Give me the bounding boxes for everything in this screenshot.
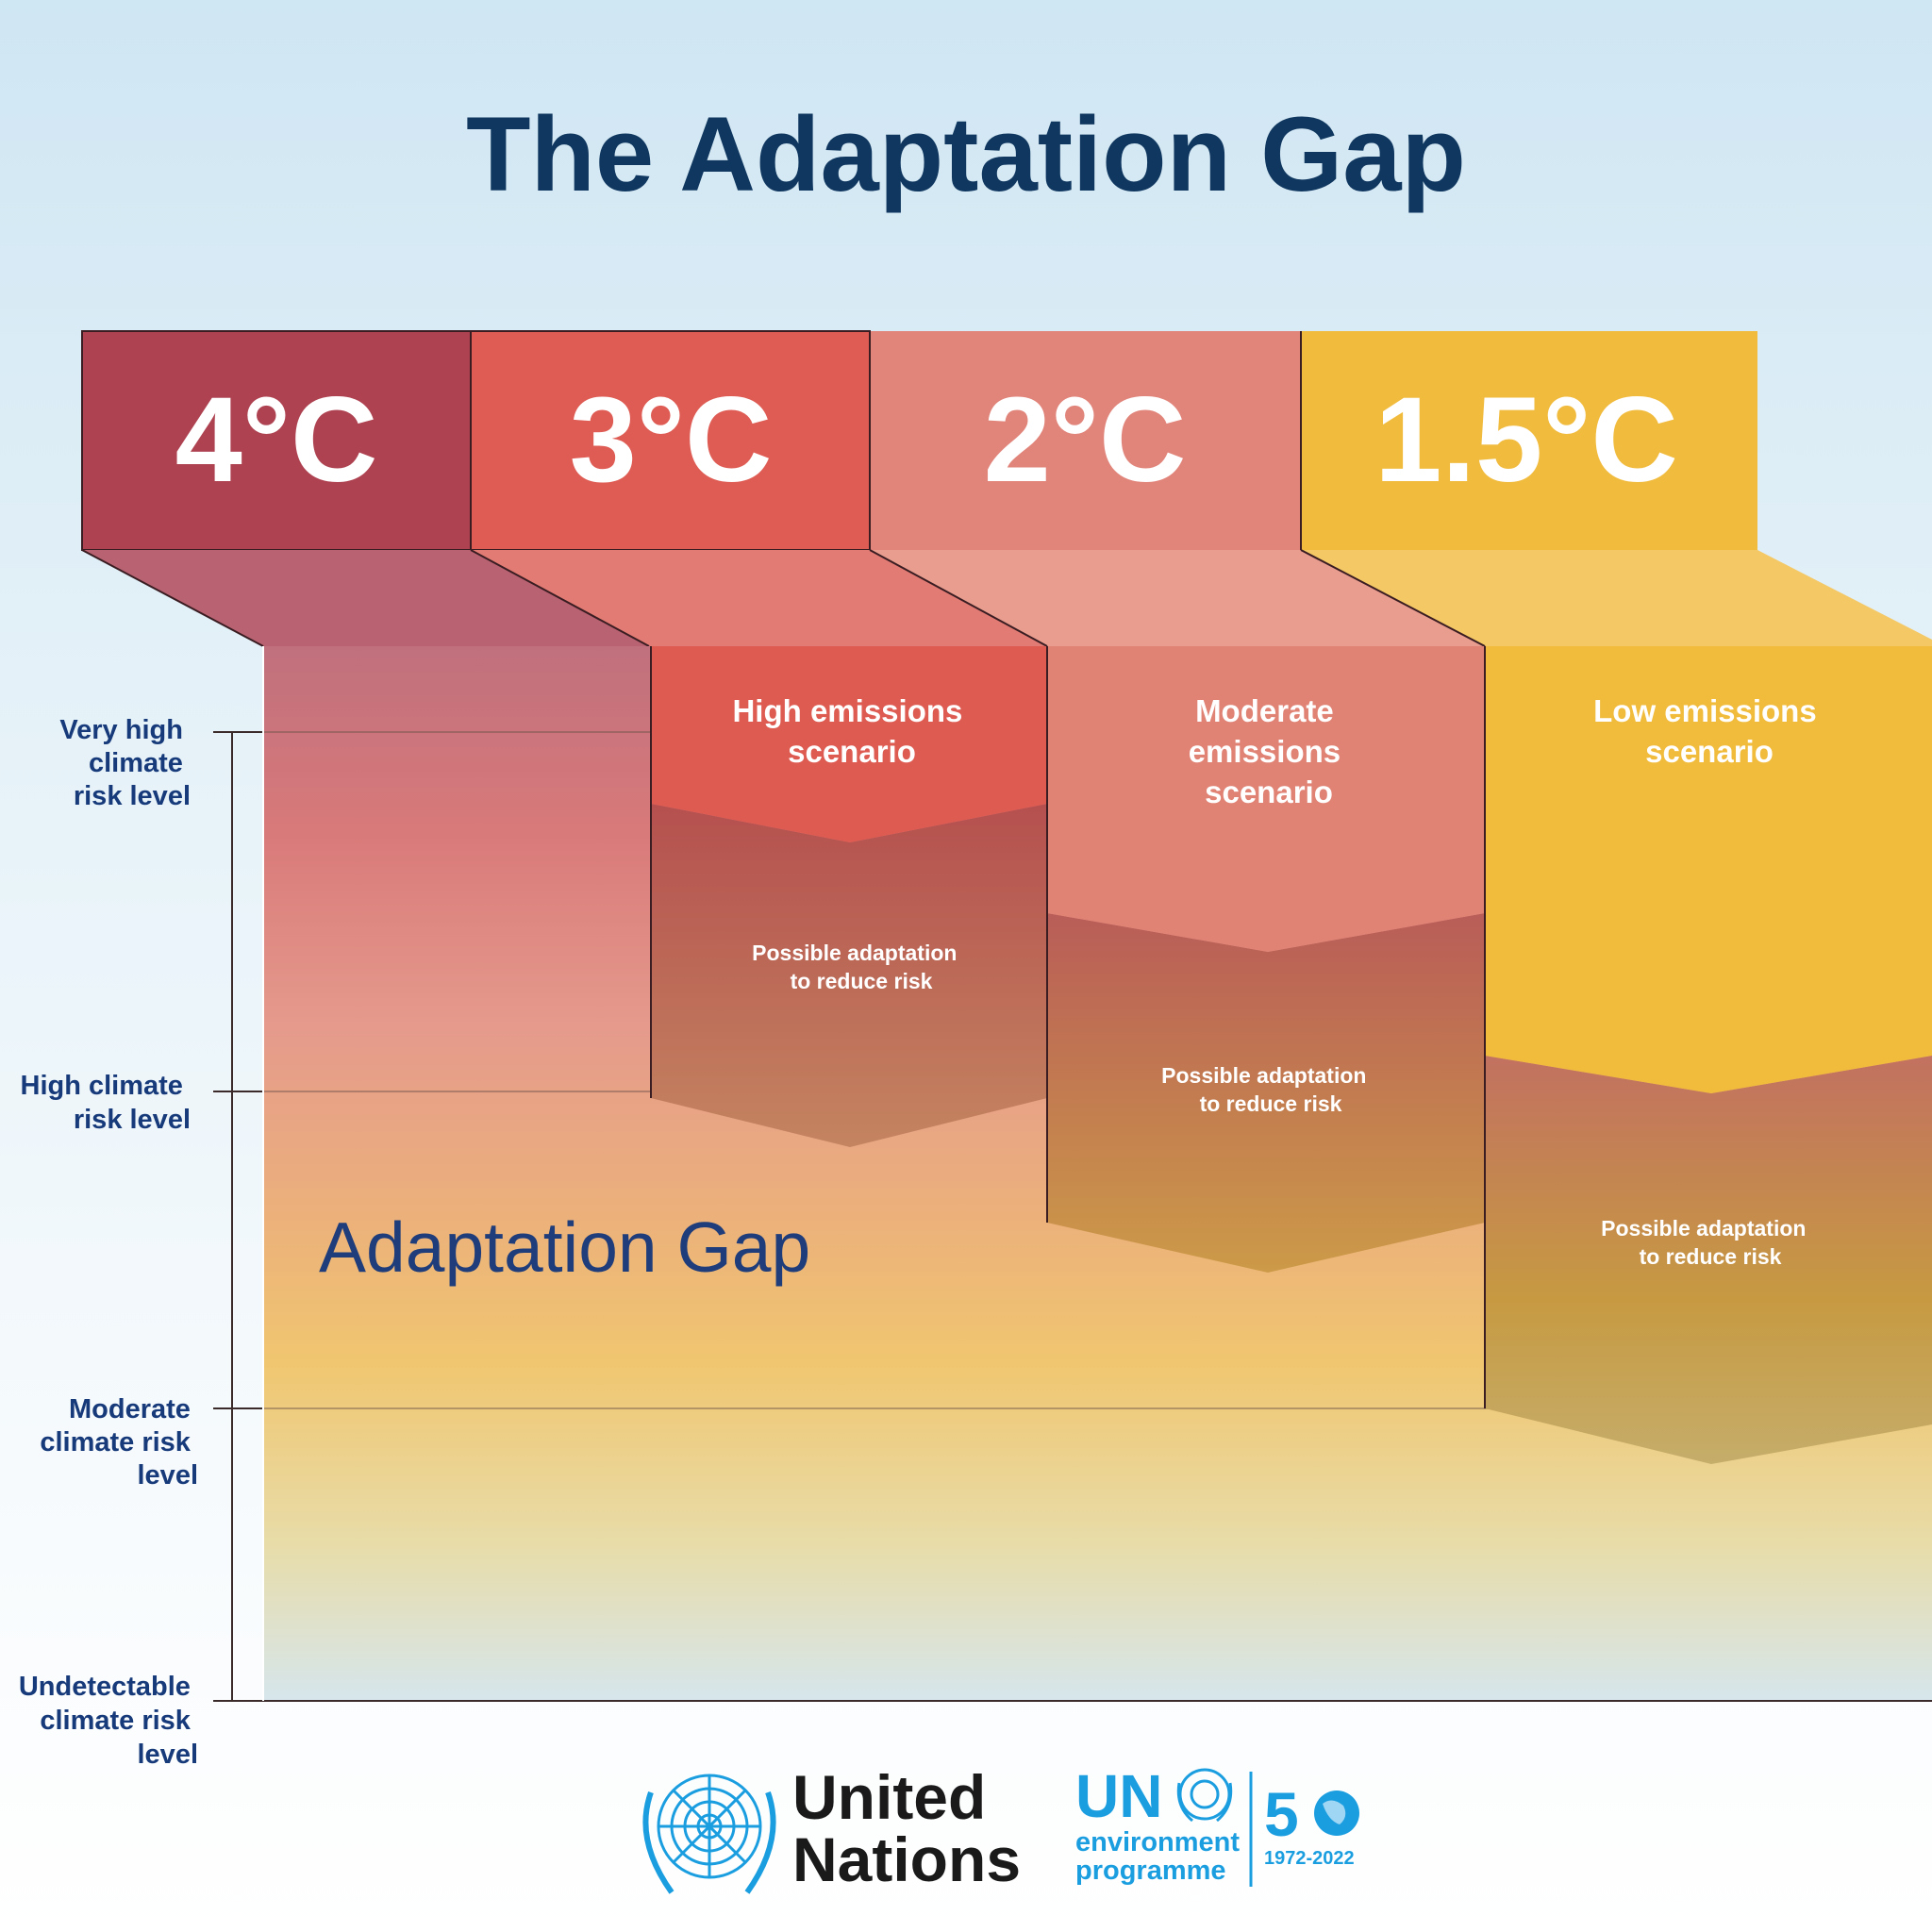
svg-text:Moderate emissions: Moderate emissions scenario [1189,693,1350,809]
svg-text:Undetectable climate ris: Undetectable climate risk level [19,1672,198,1770]
risk-moderate-line2: climate risk [40,1427,191,1457]
adaptation-3c-line2: to reduce risk [791,969,933,993]
scenario-moderate-line3: scenario [1205,774,1333,809]
unep-un-text: UN [1075,1762,1162,1830]
svg-text:Possible adaptation to r: Possible adaptation to reduce risk [1601,1216,1812,1269]
adaptation-2c-line1: Possible adaptation [1161,1063,1366,1088]
unep-line1: environment [1075,1827,1240,1857]
scenario-shape-low [1485,646,1932,1093]
scenario-high-line1: High emissions [732,693,962,728]
scenario-column-3c: High emissions scenario Possible adaptat… [650,646,1047,1147]
scenario-low-line2: scenario [1645,734,1774,769]
scenario-moderate-line1: Moderate [1195,693,1334,728]
adaptation-gap-label: Adaptation Gap [319,1208,810,1287]
scenario-shape-high [651,646,1047,842]
anniversary-globe-icon [1314,1790,1359,1836]
temperature-headers: 4°C 3°C 2°C 1.5°C [81,330,1757,551]
adaptation-1-5c-line2: to reduce risk [1640,1244,1782,1269]
risk-very-high-line1: Very high [59,715,183,745]
adaptation-2c-line2: to reduce risk [1200,1091,1342,1116]
svg-text:Possible adaptation to r: Possible adaptation to reduce risk [752,941,963,993]
svg-text:High emissions scenario: High emissions scenario [732,693,971,769]
scenario-high-line2: scenario [788,734,916,769]
unep-line2: programme [1075,1856,1226,1886]
un-emblem-icon [642,1774,776,1894]
un-name-line2: Nations [792,1824,1021,1894]
unep-logo: UN environment programme 5 1972-2022 [1075,1762,1359,1887]
risk-undetectable-line2: climate risk [40,1706,191,1736]
svg-text:Possible adaptation to r: Possible adaptation to reduce risk [1161,1063,1373,1116]
risk-level-labels: Very high climate risk level High climat… [19,715,198,1770]
connector-flaps [81,549,1932,647]
risk-high-line2: risk level [74,1105,191,1135]
anniversary-years: 1972-2022 [1264,1848,1355,1869]
un-name-line1: United [792,1762,986,1832]
scenario-moderate-line2: emissions [1189,734,1341,769]
risk-moderate-line1: Moderate [69,1394,191,1424]
temp-box-2c [870,331,1301,550]
temp-label-1-5c: 1.5°C [1374,373,1678,508]
risk-moderate-line3: level [138,1460,199,1491]
temp-box-1-5c [1301,331,1757,550]
temp-box-4c [81,330,472,551]
risk-very-high-line2: climate [89,748,183,778]
svg-text:Low emissions scenario: Low emissions scenario [1593,693,1825,769]
adaptation-3c-line1: Possible adaptation [752,941,957,965]
svg-text:United Nations: United Nations [792,1762,1021,1894]
temp-box-3c [470,330,871,551]
adaptation-shape-2c [1047,913,1485,1273]
svg-text:Moderate climate risk: Moderate climate risk level [40,1394,198,1491]
page-title: The Adaptation Gap [466,95,1466,213]
risk-undetectable-line1: Undetectable [19,1672,191,1702]
risk-axis [213,646,1932,1702]
unep-globe-icon [1176,1768,1233,1823]
risk-high-line1: High climate [21,1071,183,1101]
temp-label-2c: 2°C [984,373,1187,508]
temp-label-3c: 3°C [570,373,773,508]
svg-text:Very high climate: Very high climate risk level [59,715,191,811]
scenario-column-1-5c: Low emissions scenario Possible adaptati… [1484,646,1932,1464]
scenario-column-2c: Moderate emissions scenario Possible ada… [1046,646,1485,1273]
adaptation-1-5c-line1: Possible adaptation [1601,1216,1806,1241]
adaptation-shape-3c [651,804,1047,1147]
scenario-low-line1: Low emissions [1593,693,1817,728]
united-nations-logo: United Nations [642,1762,1021,1894]
scenario-shape-moderate [1047,646,1485,952]
adaptation-shape-1-5c [1485,1056,1932,1464]
svg-text:environment programme: environment programme [1075,1827,1247,1886]
risk-very-high-line3: risk level [74,781,191,811]
svg-text:High climate risk level: High climate risk level [21,1071,192,1135]
risk-undetectable-line3: level [138,1740,199,1770]
anniversary-number: 5 [1264,1779,1299,1849]
temp-label-4c: 4°C [175,373,378,508]
